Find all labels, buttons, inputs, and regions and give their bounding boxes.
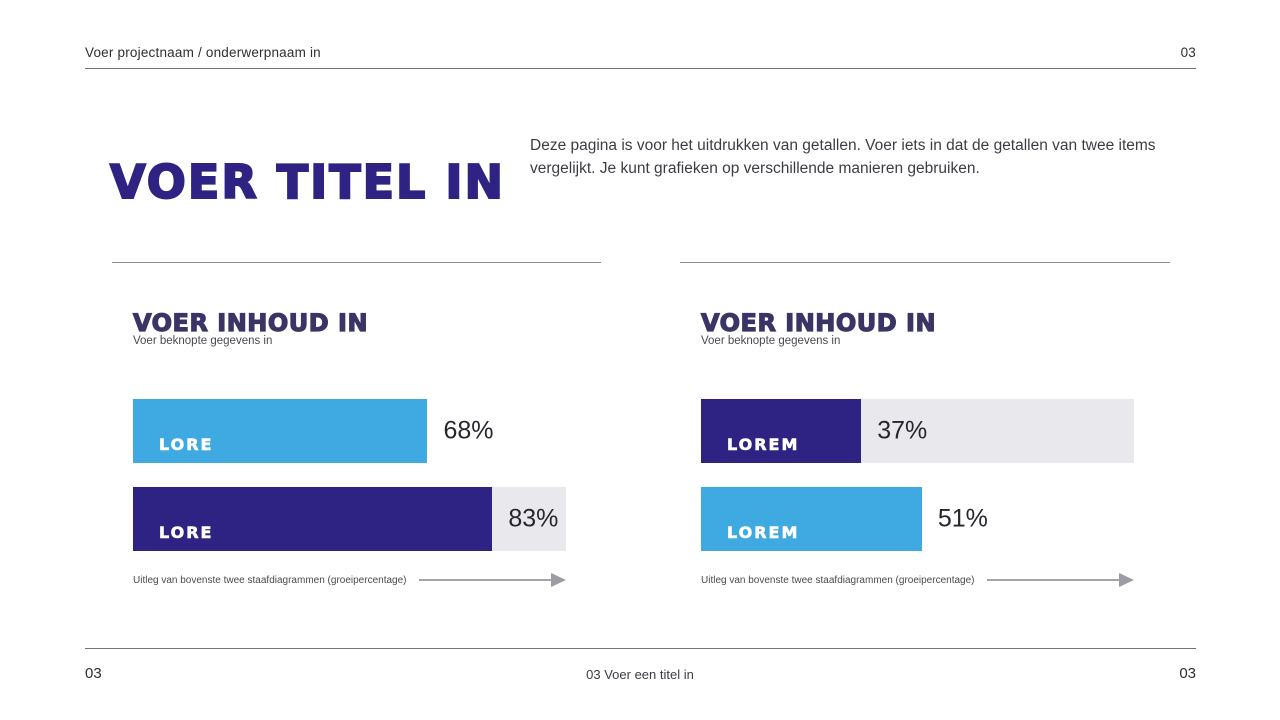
column-heading: VOER INHOUD IN xyxy=(132,308,369,337)
caption-row: Uitleg van bovenste twee staafdiagrammen… xyxy=(701,573,1134,587)
bar-value: 68% xyxy=(443,416,494,445)
caption-line xyxy=(986,578,1119,582)
breadcrumb: Voer projectnaam / onderwerpnaam in xyxy=(85,45,321,60)
bar-value: 51% xyxy=(937,504,988,533)
caption-line xyxy=(418,578,551,582)
bar-value: 83% xyxy=(508,504,559,533)
bar-fill: LOREM xyxy=(701,399,862,463)
page-title: VOER TITEL IN xyxy=(109,154,505,210)
bar-row: LOREM 51% xyxy=(701,487,1134,551)
header-divider xyxy=(85,68,1196,69)
footer-divider xyxy=(85,648,1196,649)
arrow-right-icon xyxy=(551,573,566,587)
footer-page-number-right: 03 xyxy=(1179,665,1196,682)
bar-fill: LOREM xyxy=(701,487,922,551)
column-subheading: Voer beknopte gegevens in xyxy=(701,335,841,347)
bar-value: 37% xyxy=(877,416,928,445)
footer-page-number-left: 03 xyxy=(85,665,102,682)
arrow-right-icon xyxy=(1119,573,1134,587)
caption-text: Uitleg van bovenste twee staafdiagrammen… xyxy=(701,574,975,586)
column-heading: VOER INHOUD IN xyxy=(700,308,937,337)
bar-row: LORE 68% xyxy=(133,399,566,463)
content-column-right: VOER INHOUD IN Voer beknopte gegevens in… xyxy=(680,262,1170,607)
content-column-left: VOER INHOUD IN Voer beknopte gegevens in… xyxy=(112,262,601,607)
bar-label: LOREM xyxy=(727,435,800,455)
column-subheading: Voer beknopte gegevens in xyxy=(133,335,273,347)
bar-label: LORE xyxy=(159,435,214,455)
footer-title: 03 Voer een titel in xyxy=(586,667,694,682)
bar-label: LORE xyxy=(159,523,214,543)
header-page-number: 03 xyxy=(1180,45,1196,60)
caption-row: Uitleg van bovenste twee staafdiagrammen… xyxy=(133,573,566,587)
bar-row: LORE 83% xyxy=(133,487,566,551)
intro-text: Deze pagina is voor het uitdrukken van g… xyxy=(530,137,1156,178)
bar-row: LOREM 37% xyxy=(701,399,1134,463)
caption-text: Uitleg van bovenste twee staafdiagrammen… xyxy=(133,574,407,586)
bar-fill: LORE xyxy=(133,399,428,463)
bar-label: LOREM xyxy=(727,523,800,543)
header: Voer projectnaam / onderwerpnaam in 03 xyxy=(85,45,1196,60)
bar-fill: LORE xyxy=(133,487,493,551)
